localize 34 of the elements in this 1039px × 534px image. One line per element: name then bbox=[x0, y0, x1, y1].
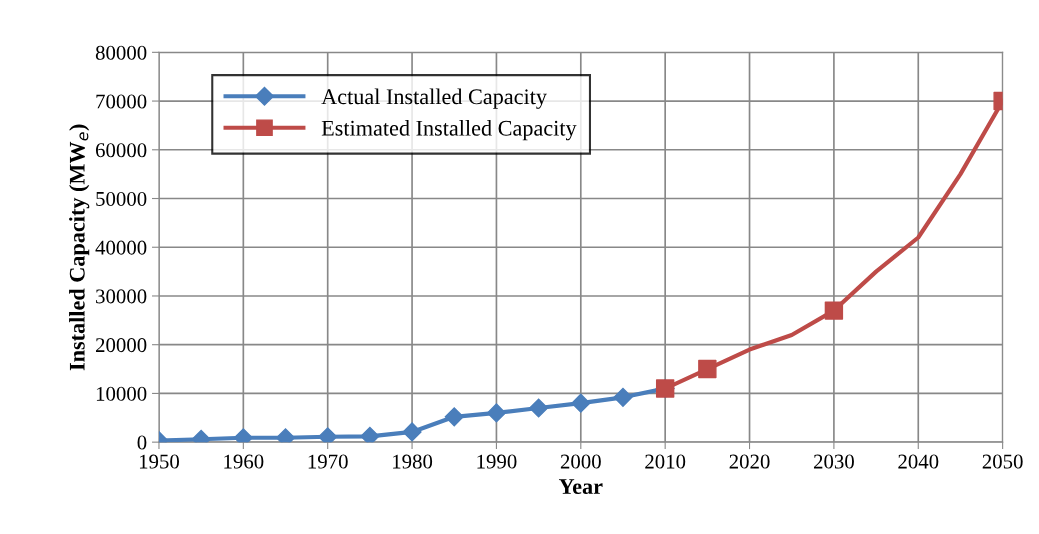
y-tick-label: 60000 bbox=[95, 143, 147, 158]
point bbox=[444, 407, 464, 427]
point bbox=[486, 403, 506, 423]
x-tick-label: 2020 bbox=[729, 454, 770, 469]
y-tick-label: 50000 bbox=[96, 191, 147, 206]
y-tick-label: 0 bbox=[137, 435, 147, 450]
y-tick-label: 80000 bbox=[95, 45, 147, 60]
y-tick-label: 70000 bbox=[96, 94, 147, 109]
y-axis-title: Installed Capacity (MW$_{e}$) bbox=[69, 124, 90, 371]
point bbox=[529, 398, 549, 418]
x-tick-label: 2030 bbox=[813, 454, 854, 469]
y-tick-label: 30000 bbox=[96, 289, 147, 304]
x-axis-title: Year bbox=[558, 479, 603, 495]
point bbox=[318, 427, 338, 443]
point bbox=[698, 359, 717, 379]
x-tick-label: 1960 bbox=[224, 454, 264, 469]
legend-label: Estimated Installed Capacity bbox=[321, 120, 577, 141]
y-tick-label: 40000 bbox=[95, 240, 147, 255]
x-tick-label: 1950 bbox=[139, 454, 180, 469]
y-tick-label: 20000 bbox=[95, 338, 147, 353]
point bbox=[571, 393, 591, 413]
point bbox=[360, 426, 380, 443]
legend-label: Actual Installed Capacity bbox=[321, 88, 547, 109]
x-tick-label: 2000 bbox=[560, 454, 601, 469]
point bbox=[402, 422, 422, 442]
x-tick-label: 1980 bbox=[393, 454, 433, 469]
y-tick-label: 10000 bbox=[96, 386, 147, 401]
x-tick-label: 1970 bbox=[308, 454, 348, 469]
point bbox=[613, 387, 633, 407]
x-tick-label: 2050 bbox=[982, 454, 1023, 469]
x-tick-label: 2040 bbox=[898, 454, 939, 469]
x-tick-label: 1990 bbox=[477, 454, 517, 469]
x-tick-label: 2010 bbox=[645, 454, 686, 469]
point bbox=[824, 301, 844, 320]
